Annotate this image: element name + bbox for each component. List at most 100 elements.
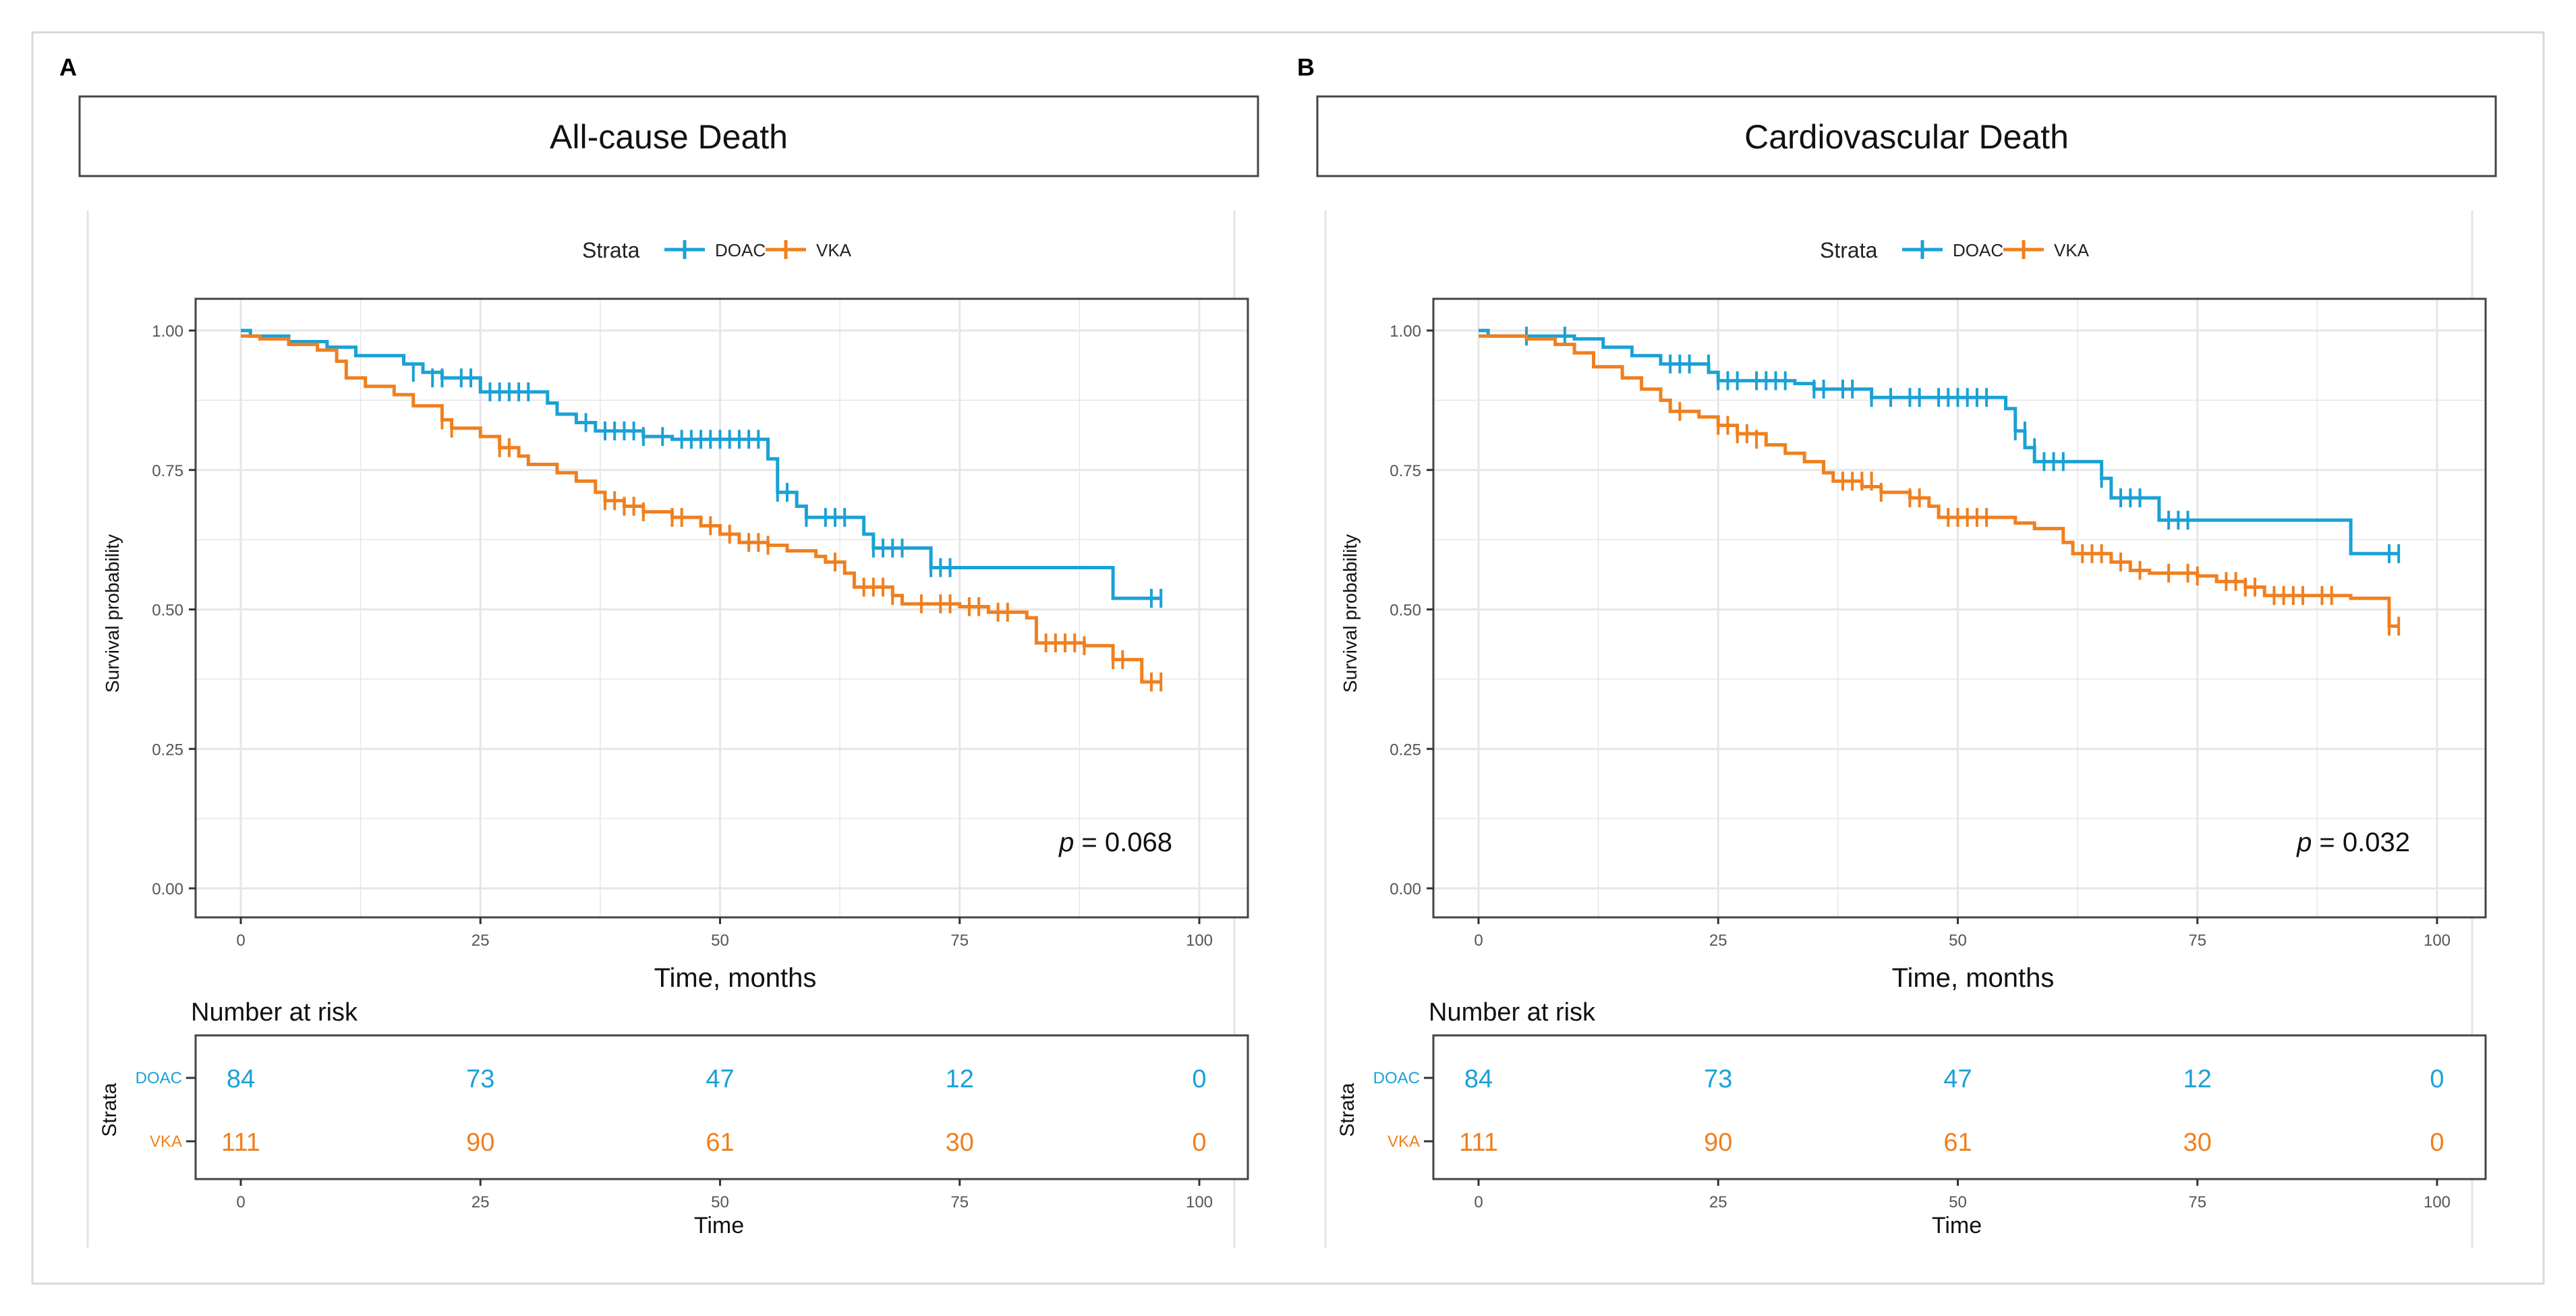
series-vka [1479, 334, 2401, 636]
risk-count-doac: 12 [946, 1065, 974, 1093]
gridlines [196, 299, 1248, 917]
x-tick-label: 100 [2424, 932, 2451, 950]
x-tick-label: 25 [471, 932, 490, 950]
legend-label-doac: DOAC [1953, 240, 2003, 260]
series-vka [241, 334, 1163, 692]
p-value-text: = 0.032 [2312, 828, 2410, 857]
y-tick-label: 0.75 [152, 462, 183, 480]
x-axis-title: Time, months [654, 963, 817, 993]
risk-table-frame [194, 1034, 1249, 1180]
risk-x-tick-label: 50 [1949, 1193, 1967, 1211]
risk-count-vka: 30 [2183, 1128, 2212, 1157]
p-value-italic: p [1058, 828, 1074, 857]
x-tick-label: 50 [711, 932, 729, 950]
p-value-annotation: p = 0.068 [1058, 828, 1172, 857]
risk-count-vka: 90 [466, 1128, 494, 1157]
risk-count-doac: 47 [706, 1065, 734, 1093]
legend-item-doac: DOAC [1902, 240, 2003, 260]
risk-x-tick-label: 25 [1709, 1193, 1727, 1211]
risk-count-vka: 30 [946, 1128, 974, 1157]
figure-border [31, 31, 2545, 1285]
legend-title: Strata [1820, 238, 1878, 262]
risk-count-vka: 111 [221, 1128, 260, 1157]
risk-x-tick-label: 100 [2424, 1193, 2451, 1211]
y-tick-label: 0.75 [1390, 462, 1421, 480]
x-tick-label: 75 [950, 932, 969, 950]
risk-x-tick-label: 75 [2188, 1193, 2206, 1211]
risk-table-ylabel: Strata [98, 1083, 121, 1137]
y-tick-label: 0.50 [1390, 602, 1421, 620]
km-plot: 0.00 0.25 0.50 0.75 1.00 0 25 50 75 100 Time, mont… [1340, 297, 2487, 993]
y-tick-label: 1.00 [1390, 322, 1421, 341]
x-tick-label: 25 [1709, 932, 1727, 950]
legend-item-vka: VKA [2003, 240, 2090, 260]
x-tick-label: 100 [1186, 932, 1213, 950]
risk-table: Number at risk Strata DOAC 84 73 47 12 0 VKA 111 9… [98, 998, 1249, 1238]
risk-table-ylabel: Strata [1336, 1083, 1358, 1137]
legend-label-vka: VKA [816, 240, 852, 260]
risk-row-label-doac: DOAC [136, 1069, 182, 1087]
risk-table-title: Number at risk [191, 998, 358, 1027]
series-doac [241, 328, 1163, 608]
risk-x-tick-label: 25 [471, 1193, 490, 1211]
risk-count-vka: 0 [1192, 1128, 1206, 1157]
risk-count-vka: 61 [706, 1128, 734, 1157]
panel-title: All-cause Death [550, 118, 788, 156]
risk-count-vka: 111 [1459, 1128, 1498, 1157]
risk-count-vka: 61 [1943, 1128, 1972, 1157]
risk-x-tick-label: 0 [236, 1193, 245, 1211]
risk-table: Number at risk Strata DOAC 84 73 47 12 0 VKA 111 9… [1336, 998, 2487, 1238]
legend-item-vka: VKA [766, 240, 852, 260]
risk-table-xlabel: Time [694, 1213, 744, 1238]
x-tick-label: 0 [1474, 932, 1483, 950]
x-tick-label: 0 [236, 932, 245, 950]
risk-count-doac: 84 [1464, 1065, 1493, 1093]
y-tick-label: 0.25 [152, 741, 183, 759]
legend-label-vka: VKA [2054, 240, 2090, 260]
y-axis-title: Survival probability [102, 534, 123, 693]
plot-background [196, 299, 1248, 917]
risk-row-label-doac: DOAC [1373, 1069, 1420, 1087]
risk-count-doac: 0 [1192, 1065, 1206, 1093]
risk-count-doac: 73 [1704, 1065, 1732, 1093]
panel-title-box [1316, 95, 2497, 177]
risk-x-tick-label: 75 [950, 1193, 969, 1211]
risk-x-tick-label: 100 [1186, 1193, 1213, 1211]
legend-label-doac: DOAC [715, 240, 766, 260]
y-tick-label: 0.00 [152, 880, 183, 898]
risk-table-frame [1432, 1034, 2487, 1180]
km-plot: 0.00 0.25 0.50 0.75 1.00 0 25 50 75 100 Time, mont… [102, 297, 1249, 993]
panel-title-box [78, 95, 1259, 177]
panel-label: A [59, 53, 77, 81]
y-tick-label: 0.00 [1390, 880, 1421, 898]
risk-table-title: Number at risk [1429, 998, 1596, 1027]
gridlines [1433, 299, 2486, 917]
y-axis-title: Survival probability [1340, 534, 1361, 693]
legend: Strata DOAC VKA [582, 238, 852, 262]
risk-count-vka: 90 [1704, 1128, 1732, 1157]
y-tick-label: 0.50 [152, 602, 183, 620]
risk-count-vka: 0 [2430, 1128, 2444, 1157]
y-tick-label: 0.25 [1390, 741, 1421, 759]
legend-item-doac: DOAC [664, 240, 766, 260]
panel-title: Cardiovascular Death [1744, 118, 2069, 156]
p-value-italic: p [2296, 828, 2312, 857]
risk-count-doac: 84 [227, 1065, 255, 1093]
y-tick-label: 1.00 [152, 322, 183, 341]
risk-count-doac: 12 [2183, 1065, 2212, 1093]
risk-count-doac: 47 [1943, 1065, 1972, 1093]
x-tick-label: 75 [2188, 932, 2206, 950]
panel-a: A All-cause Death Strata DOAC VKA 0.00 0.25 0.5… [59, 53, 1259, 1248]
x-axis-title: Time, months [1892, 963, 2055, 993]
p-value-text: = 0.068 [1074, 828, 1172, 857]
legend: Strata DOAC VKA [1820, 238, 2090, 262]
panel-label: B [1297, 53, 1315, 81]
series-doac [1479, 326, 2401, 563]
x-tick-label: 50 [1949, 932, 1967, 950]
plot-frame [194, 297, 1249, 919]
risk-row-label-vka: VKA [1387, 1133, 1420, 1151]
legend-title: Strata [582, 238, 640, 262]
risk-count-doac: 73 [466, 1065, 494, 1093]
